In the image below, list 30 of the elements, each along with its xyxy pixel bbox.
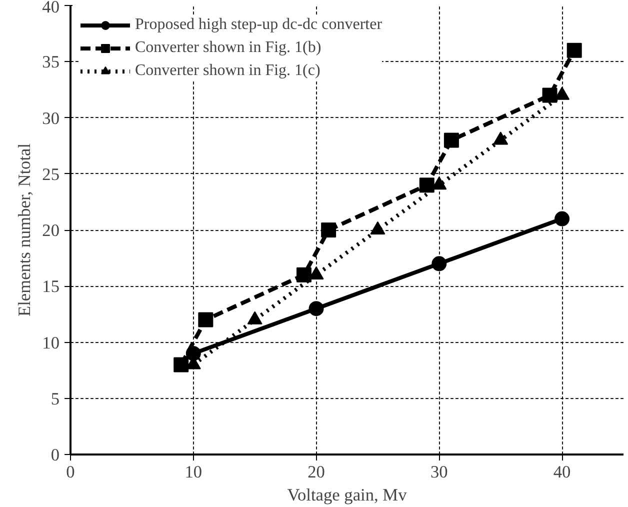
y-tick-label: 35 <box>42 52 60 72</box>
y-tick-label: 25 <box>42 164 60 184</box>
y-tick-label: 30 <box>42 108 60 128</box>
point <box>174 357 189 372</box>
point <box>308 301 324 316</box>
x-tick-label: 40 <box>553 462 571 482</box>
point <box>321 222 336 238</box>
y-tick-label: 15 <box>42 277 60 296</box>
legend-label: Proposed high step-up dc-dc converter <box>135 16 382 34</box>
x-axis-title: Voltage gain, Mv <box>287 486 408 504</box>
point <box>432 256 447 272</box>
point <box>296 267 312 282</box>
point <box>566 42 582 58</box>
point <box>419 178 434 193</box>
x-tick-label: 10 <box>184 462 202 482</box>
y-tick-label: 10 <box>42 333 60 352</box>
x-tick-label: 30 <box>430 462 448 482</box>
legend-label: Converter shown in Fig. 1(b) <box>135 39 322 57</box>
x-tick-label: 20 <box>308 462 325 482</box>
point <box>444 132 459 148</box>
point <box>554 211 570 226</box>
y-axis-title: Elements number, Ntotal <box>15 143 34 317</box>
x-tick-label: 0 <box>66 462 75 482</box>
y-tick-label: 20 <box>42 221 60 240</box>
point <box>542 88 558 103</box>
y-tick-label: 5 <box>50 389 60 408</box>
y-tick-label: 40 <box>42 0 60 16</box>
y-tick-label: 0 <box>50 446 60 464</box>
point <box>198 312 214 328</box>
legend-label: Converter shown in Fig. 1(c) <box>135 62 320 80</box>
